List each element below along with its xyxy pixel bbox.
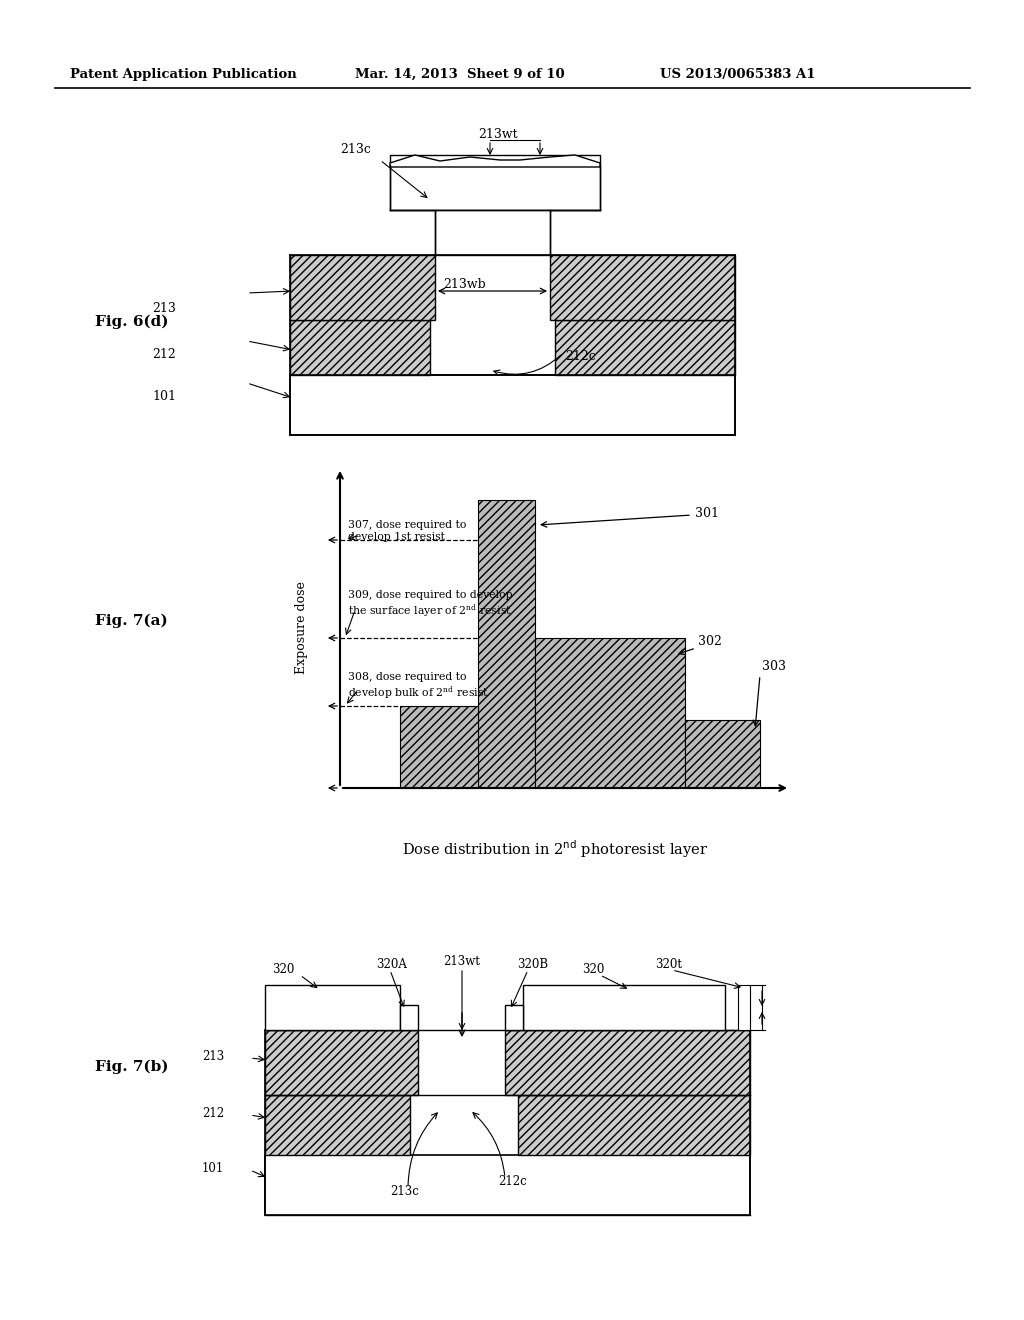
Bar [478,500,535,788]
Text: 320B: 320B [517,958,548,972]
Text: Fig. 6(d): Fig. 6(d) [95,315,169,330]
Bar [290,319,430,375]
Text: 101: 101 [152,389,176,403]
Text: 320: 320 [582,964,604,975]
Bar [550,255,735,319]
Bar [535,638,685,788]
Bar [685,719,760,788]
Text: 213wt: 213wt [443,954,480,968]
Bar [518,1096,750,1155]
Text: 212: 212 [152,348,176,360]
Bar [265,1155,750,1214]
Text: 213: 213 [202,1049,224,1063]
Text: 320t: 320t [655,958,682,972]
Text: Fig. 7(b): Fig. 7(b) [95,1060,169,1074]
Text: 320: 320 [272,964,294,975]
Bar [738,985,750,1030]
Text: Fig. 7(a): Fig. 7(a) [95,614,168,628]
Text: Exposure dose: Exposure dose [296,582,308,675]
Text: 101: 101 [202,1162,224,1175]
Bar [435,210,550,255]
Bar [505,1030,750,1096]
Bar [390,154,600,210]
Text: 307, dose required to
develop 1st resist: 307, dose required to develop 1st resist [348,520,466,541]
Text: 213: 213 [152,302,176,315]
Bar [400,706,478,788]
Polygon shape [390,154,600,168]
Text: 320A: 320A [376,958,407,972]
Bar [523,985,725,1030]
Text: 212c: 212c [565,350,596,363]
Text: 301: 301 [695,507,719,520]
Text: US 2013/0065383 A1: US 2013/0065383 A1 [660,69,815,81]
Text: 308, dose required to
develop bulk of 2$^{\mathregular{nd}}$ resist: 308, dose required to develop bulk of 2$… [348,672,488,701]
Text: 213c: 213c [340,143,371,156]
Text: 212c: 212c [498,1175,526,1188]
Text: 309, dose required to develop
the surface layer of 2$^{\mathregular{nd}}$ resist: 309, dose required to develop the surfac… [348,590,513,619]
Bar [265,1096,410,1155]
Text: Patent Application Publication: Patent Application Publication [70,69,297,81]
Text: 213c: 213c [390,1185,419,1199]
Bar [290,255,435,319]
Text: 212: 212 [202,1107,224,1119]
Bar [505,1005,523,1030]
Text: 213wt: 213wt [478,128,517,141]
Bar [265,1030,418,1096]
Text: 302: 302 [698,635,722,648]
Text: 213wb: 213wb [443,279,485,290]
Bar [265,985,400,1030]
Bar [555,319,735,375]
Bar [290,375,735,436]
Text: 303: 303 [762,660,786,673]
Text: Mar. 14, 2013  Sheet 9 of 10: Mar. 14, 2013 Sheet 9 of 10 [355,69,564,81]
Text: Dose distribution in 2$^{\mathrm{nd}}$ photoresist layer: Dose distribution in 2$^{\mathrm{nd}}$ p… [401,838,709,859]
Bar [400,1005,418,1030]
